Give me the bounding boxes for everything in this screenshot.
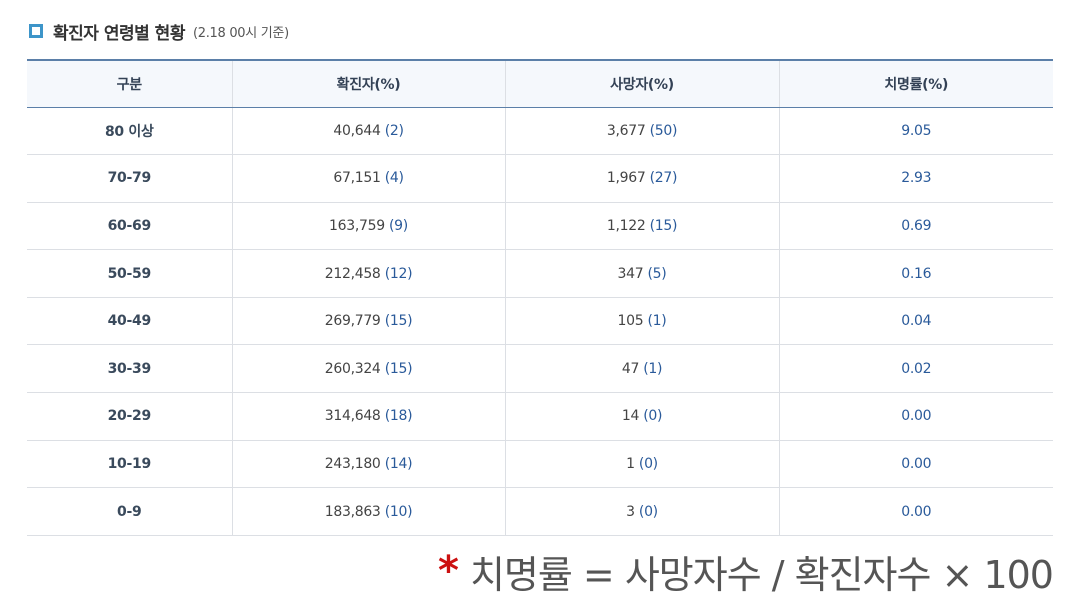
- square-bullet-icon: [29, 24, 43, 38]
- cases-cell: 260,324 (15): [231, 344, 506, 394]
- column-header-deaths: 사망자(%): [504, 59, 780, 108]
- age-group-cell: 40-49: [27, 296, 233, 346]
- column-header-category: 구분: [27, 59, 233, 108]
- deaths-value: 347: [617, 265, 644, 282]
- cases-percent: (4): [384, 170, 404, 187]
- deaths-cell: 1 (0): [504, 439, 780, 489]
- age-group-cell: 50-59: [27, 249, 233, 298]
- cases-value: 212,458: [324, 265, 381, 282]
- deaths-cell: 105 (1): [504, 296, 780, 346]
- fatality-rate-cell: 0.00: [778, 487, 1053, 536]
- cases-cell: 269,779 (15): [231, 296, 506, 346]
- cases-cell: 163,759 (9): [231, 201, 506, 251]
- fatality-rate-cell: 0.69: [778, 201, 1053, 251]
- table-row: 0-9 183,863 (10) 3 (0) 0.00: [27, 487, 1053, 536]
- age-group-cell: 0-9: [27, 487, 233, 536]
- deaths-percent: (5): [647, 265, 667, 282]
- deaths-cell: 1,967 (27): [504, 154, 780, 203]
- cases-cell: 67,151 (4): [231, 154, 506, 203]
- fatality-rate-cell: 0.16: [778, 249, 1053, 298]
- section-title: 확진자 연령별 현황: [53, 23, 185, 44]
- deaths-cell: 3,677 (50): [504, 106, 780, 156]
- column-header-cases: 확진자(%): [231, 59, 506, 108]
- cases-value: 243,180: [324, 455, 381, 472]
- cases-value: 183,863: [324, 503, 381, 520]
- deaths-value: 1: [626, 455, 635, 472]
- deaths-value: 3: [626, 503, 635, 520]
- age-stats-table: 구분 확진자(%) 사망자(%) 치명률(%) 80 이상 40,644 (2) 3…: [27, 59, 1053, 536]
- table-header: 구분 확진자(%) 사망자(%) 치명률(%): [27, 59, 1053, 108]
- deaths-value: 1,967: [606, 170, 646, 187]
- cases-percent: (15): [384, 313, 413, 330]
- fatality-rate-cell: 2.93: [778, 154, 1053, 203]
- deaths-value: 1,122: [606, 217, 646, 234]
- table-row: 10-19 243,180 (14) 1 (0) 0.00: [27, 439, 1053, 489]
- asterisk-mark: *: [438, 548, 459, 594]
- deaths-percent: (50): [649, 122, 678, 139]
- deaths-value: 47: [621, 360, 640, 377]
- age-group-cell: 10-19: [27, 439, 233, 489]
- table-row: 50-59 212,458 (12) 347 (5) 0.16: [27, 249, 1053, 298]
- table-row: 60-69 163,759 (9) 1,122 (15) 0.69: [27, 201, 1053, 251]
- age-group-cell: 60-69: [27, 201, 233, 251]
- cases-percent: (9): [389, 217, 408, 234]
- deaths-cell: 47 (1): [504, 344, 780, 394]
- section-header: 확진자 연령별 현황 (2.18 00시 기준): [29, 18, 289, 44]
- fatality-rate-cell: 9.05: [778, 106, 1053, 156]
- deaths-value: 14: [621, 408, 640, 425]
- deaths-percent: (0): [643, 408, 663, 425]
- deaths-percent: (1): [647, 313, 667, 330]
- fatality-rate-cell: 0.02: [778, 344, 1053, 394]
- table-header-row: 구분 확진자(%) 사망자(%) 치명률(%): [27, 59, 1053, 108]
- cases-value: 163,759: [329, 217, 385, 234]
- cases-cell: 40,644 (2): [231, 106, 506, 156]
- table-row: 30-39 260,324 (15) 47 (1) 0.02: [27, 344, 1053, 394]
- deaths-cell: 347 (5): [504, 249, 780, 298]
- cases-percent: (10): [384, 503, 413, 520]
- cases-cell: 243,180 (14): [231, 439, 506, 489]
- cases-percent: (14): [384, 455, 413, 472]
- cases-percent: (18): [384, 408, 413, 425]
- cases-cell: 314,648 (18): [231, 392, 506, 441]
- deaths-percent: (0): [638, 455, 658, 472]
- age-group-cell: 70-79: [27, 154, 233, 203]
- section-subtitle: (2.18 00시 기준): [192, 25, 289, 41]
- deaths-percent: (27): [649, 170, 678, 187]
- cases-value: 260,324: [324, 360, 381, 377]
- table-row: 80 이상 40,644 (2) 3,677 (50) 9.05: [27, 106, 1053, 156]
- deaths-percent: (1): [643, 360, 663, 377]
- age-group-cell: 80 이상: [27, 106, 233, 156]
- table-row: 20-29 314,648 (18) 14 (0) 0.00: [27, 392, 1053, 441]
- cases-percent: (2): [384, 122, 404, 139]
- cases-value: 40,644: [333, 122, 381, 139]
- cases-percent: (12): [384, 265, 413, 282]
- age-group-cell: 20-29: [27, 392, 233, 441]
- deaths-cell: 1,122 (15): [504, 201, 780, 251]
- cases-value: 314,648: [324, 408, 381, 425]
- fatality-rate-cell: 0.00: [778, 392, 1053, 441]
- cases-value: 67,151: [333, 170, 381, 187]
- deaths-cell: 3 (0): [504, 487, 780, 536]
- cases-cell: 183,863 (10): [231, 487, 506, 536]
- age-group-cell: 30-39: [27, 344, 233, 394]
- fatality-rate-cell: 0.04: [778, 296, 1053, 346]
- fatality-rate-cell: 0.00: [778, 439, 1053, 489]
- deaths-value: 105: [617, 313, 644, 330]
- table-row: 40-49 269,779 (15) 105 (1) 0.04: [27, 296, 1053, 346]
- formula-text: 치명률 = 사망자수 / 확진자수 × 100: [469, 552, 1054, 595]
- cases-value: 269,779: [324, 313, 381, 330]
- table-body: 80 이상 40,644 (2) 3,677 (50) 9.05 70-79 67,151…: [27, 106, 1053, 536]
- cases-cell: 212,458 (12): [231, 249, 506, 298]
- cases-percent: (15): [384, 360, 413, 377]
- deaths-percent: (0): [638, 503, 658, 520]
- deaths-percent: (15): [649, 217, 678, 234]
- fatality-formula-note: * 치명률 = 사망자수 / 확진자수 × 100: [438, 546, 1054, 595]
- column-header-fatality-rate: 치명률(%): [778, 59, 1053, 108]
- deaths-cell: 14 (0): [504, 392, 780, 441]
- table-row: 70-79 67,151 (4) 1,967 (27) 2.93: [27, 154, 1053, 203]
- deaths-value: 3,677: [606, 122, 646, 139]
